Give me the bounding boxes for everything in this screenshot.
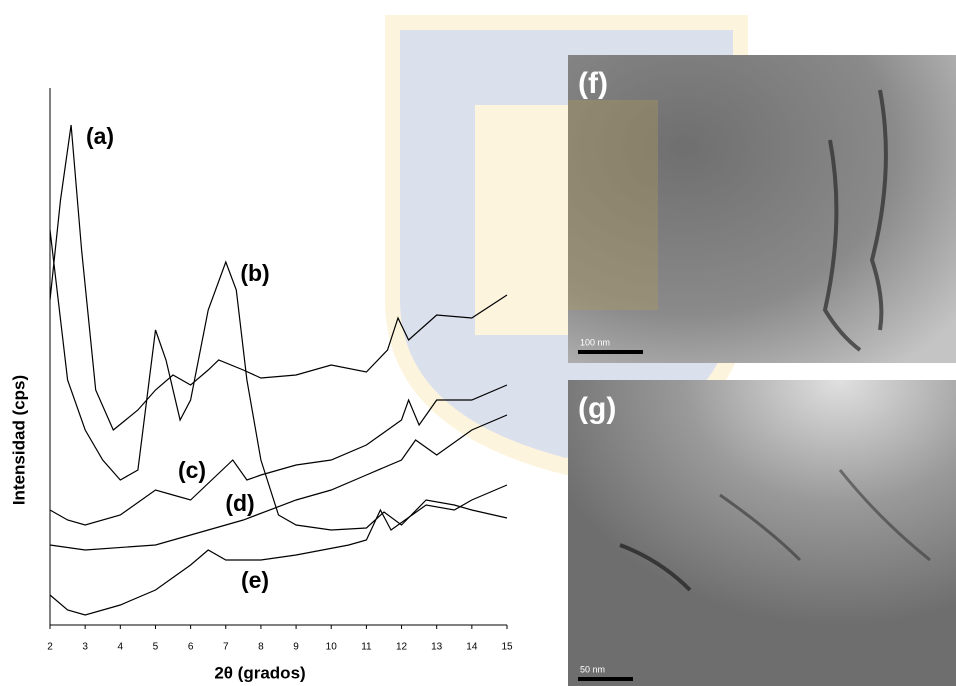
curve-label: (e) (241, 567, 269, 593)
x-tick-label: 3 (82, 642, 88, 653)
tem-panel-g (568, 380, 956, 686)
x-tick-label: 6 (188, 642, 194, 653)
curve-label: (b) (240, 260, 269, 286)
panel-label: (f) (578, 67, 608, 100)
curve-label: (c) (178, 457, 206, 483)
x-tick-label: 8 (258, 642, 264, 653)
figure: (f) 100 nm (g) 50 nm 2θ (grados) Intensi… (0, 0, 956, 686)
x-axis-label: 2θ (grados) (214, 663, 305, 682)
scale-bar-label: 50 nm (580, 664, 605, 674)
x-tick-label: 13 (431, 642, 443, 653)
x-tick-label: 12 (396, 642, 408, 653)
x-tick-label: 14 (466, 642, 478, 653)
y-axis-label: Intensidad (cps) (9, 375, 28, 505)
x-tick-label: 15 (501, 642, 513, 653)
xrd-curve (50, 485, 507, 615)
panel-label: (g) (578, 392, 616, 425)
tem-panel-f (568, 55, 956, 363)
curve-label: (d) (225, 490, 254, 516)
scale-bar-label: 100 nm (580, 337, 610, 347)
x-tick-label: 11 (361, 642, 372, 653)
x-tick-label: 7 (223, 642, 229, 653)
x-tick-label: 9 (293, 642, 299, 653)
x-tick-label: 10 (326, 642, 338, 653)
xrd-curve (50, 415, 507, 550)
curve-label: (a) (86, 123, 114, 149)
x-tick-label: 2 (47, 642, 53, 653)
x-tick-label: 5 (153, 642, 159, 653)
x-tick-label: 4 (118, 642, 124, 653)
